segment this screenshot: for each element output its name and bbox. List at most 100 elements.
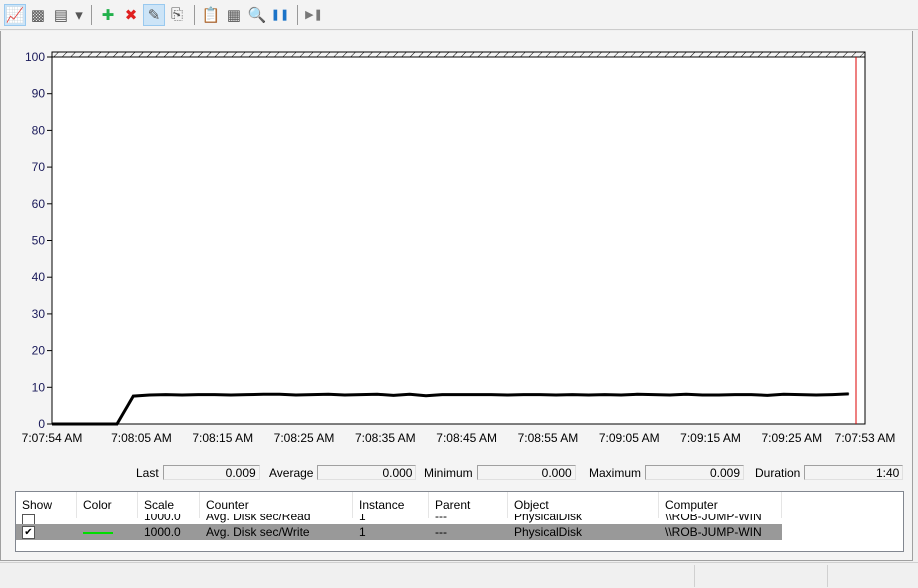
last-value: 0.009 xyxy=(162,465,260,480)
show-checkbox[interactable]: ✔ xyxy=(16,524,77,540)
data-point xyxy=(51,423,53,425)
x-tick-label: 7:08:55 AM xyxy=(518,431,579,445)
counter-legend-table: Show Color Scale Counter Instance Parent Objec… xyxy=(15,491,904,552)
column-header-scale[interactable]: Scale xyxy=(138,492,200,518)
update-data-button[interactable]: ▶❚ xyxy=(303,4,325,26)
data-point xyxy=(344,394,346,396)
cell-parent: --- xyxy=(435,525,447,539)
add-counter-button[interactable]: ✚ xyxy=(97,4,119,26)
show-checkbox[interactable] xyxy=(16,514,77,524)
data-point xyxy=(425,395,427,397)
change-graph-type-button[interactable]: ▤ xyxy=(50,4,72,26)
data-point xyxy=(409,393,411,395)
series-line xyxy=(52,392,849,426)
line-chart: 0 10 20 30 40 50 60 70 80 90 100 7:07:54 AM 7:08:05… xyxy=(22,50,896,445)
data-point xyxy=(604,394,606,396)
table-row[interactable]: ✔ 1000.0 Avg. Disk sec/Write 1 --- PhysicalDi… xyxy=(16,524,782,540)
x-tick-label: 7:07:53 AM xyxy=(835,431,896,445)
toolbar-separator xyxy=(194,4,195,25)
data-point xyxy=(279,393,281,395)
column-header-color[interactable]: Color xyxy=(77,492,138,518)
y-tick-label: 10 xyxy=(32,380,46,394)
data-point xyxy=(653,394,655,396)
data-point xyxy=(588,394,590,396)
pause-icon: ❚❚ xyxy=(270,9,290,21)
y-tick-label: 20 xyxy=(32,344,46,358)
cell-parent: --- xyxy=(435,514,447,523)
data-point xyxy=(685,393,687,395)
y-tick-label: 70 xyxy=(32,160,46,174)
column-header-show[interactable]: Show xyxy=(16,492,77,518)
column-header-parent[interactable]: Parent xyxy=(429,492,508,518)
column-header-object[interactable]: Object xyxy=(508,492,659,518)
freeze-display-button[interactable]: ❚❚ xyxy=(269,4,291,26)
data-point xyxy=(214,394,216,396)
table-header: Show Color Scale Counter Instance Parent Objec… xyxy=(16,492,903,518)
minimum-label: Minimum xyxy=(424,465,473,480)
y-tick-label: 80 xyxy=(32,123,46,137)
y-tick-label: 50 xyxy=(32,234,46,248)
table-row[interactable]: 1000.0 Avg. Disk sec/Read 1 --- PhysicalDisk… xyxy=(16,514,782,524)
data-point xyxy=(100,423,102,425)
data-point xyxy=(84,423,86,425)
data-point xyxy=(718,394,720,396)
paste-counter-list-button[interactable]: 📋 xyxy=(200,4,222,26)
view-histogram-button[interactable]: ▩ xyxy=(27,4,49,26)
highlighter-icon: ✎ xyxy=(147,6,161,24)
highlight-button[interactable]: ✎ xyxy=(143,3,165,26)
report-icon: ▤ xyxy=(53,6,69,24)
x-tick-label: 7:09:15 AM xyxy=(680,431,741,445)
column-header-counter[interactable]: Counter xyxy=(200,492,353,518)
data-point xyxy=(392,394,394,396)
data-point xyxy=(327,393,329,395)
stat-average: Average 0.000 xyxy=(269,464,422,481)
cell-counter: Avg. Disk sec/Write xyxy=(206,525,310,539)
y-tick-label: 40 xyxy=(32,270,46,284)
data-point xyxy=(636,393,638,395)
x-icon: ✖ xyxy=(124,6,138,24)
view-graph-button[interactable]: 📈 xyxy=(4,3,26,26)
data-point xyxy=(474,394,476,396)
x-tick-label: 7:08:35 AM xyxy=(355,431,416,445)
data-point xyxy=(555,394,557,396)
data-point xyxy=(262,393,264,395)
properties-button[interactable]: ▦ xyxy=(223,4,245,26)
color-swatch xyxy=(77,524,138,540)
data-point xyxy=(246,394,248,396)
y-tick-label: 90 xyxy=(32,87,46,101)
delete-counter-button[interactable]: ✖ xyxy=(120,4,142,26)
hatch-band xyxy=(51,51,866,58)
x-tick-label: 7:08:15 AM xyxy=(192,431,253,445)
maximum-value: 0.009 xyxy=(645,465,745,480)
cell-object: PhysicalDisk xyxy=(514,514,583,523)
y-tick-label: 30 xyxy=(32,307,46,321)
stat-last: Last 0.009 xyxy=(136,464,266,481)
copy-properties-button[interactable]: ⎘ xyxy=(166,4,188,26)
data-point xyxy=(815,394,817,396)
data-point xyxy=(165,394,167,396)
y-tick-label: 100 xyxy=(25,50,45,64)
status-bar xyxy=(0,562,918,588)
cell-computer: \\ROB-JUMP-WIN xyxy=(665,525,762,539)
status-pane xyxy=(694,565,695,587)
copy-icon: ⎘ xyxy=(170,6,183,23)
data-point xyxy=(441,394,443,396)
y-tick-label: 0 xyxy=(38,417,45,431)
data-point xyxy=(831,394,833,396)
data-point xyxy=(490,394,492,396)
magnifier-icon: 🔍 xyxy=(247,6,267,24)
zoom-button[interactable]: 🔍 xyxy=(246,4,268,26)
data-point xyxy=(620,394,622,396)
cell-instance: 1 xyxy=(359,514,366,523)
stat-minimum: Minimum 0.000 xyxy=(424,464,582,481)
data-point xyxy=(197,394,199,396)
dropdown-button[interactable]: ▾ xyxy=(73,4,85,26)
x-tick-label: 7:09:05 AM xyxy=(599,431,660,445)
column-header-instance[interactable]: Instance xyxy=(353,492,429,518)
column-header-computer[interactable]: Computer xyxy=(659,492,782,518)
duration-label: Duration xyxy=(755,465,801,480)
data-point xyxy=(848,393,850,395)
data-point xyxy=(734,394,736,396)
color-swatch xyxy=(77,514,138,524)
data-point xyxy=(311,394,313,396)
